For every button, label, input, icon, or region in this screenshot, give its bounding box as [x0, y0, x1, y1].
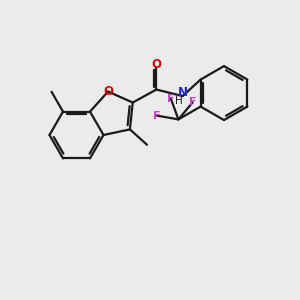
Text: H: H	[175, 97, 183, 106]
Text: F: F	[189, 98, 196, 107]
Text: F: F	[167, 94, 175, 103]
Text: N: N	[178, 86, 188, 99]
Text: O: O	[103, 85, 113, 98]
Text: F: F	[153, 111, 160, 121]
Text: O: O	[152, 58, 161, 71]
